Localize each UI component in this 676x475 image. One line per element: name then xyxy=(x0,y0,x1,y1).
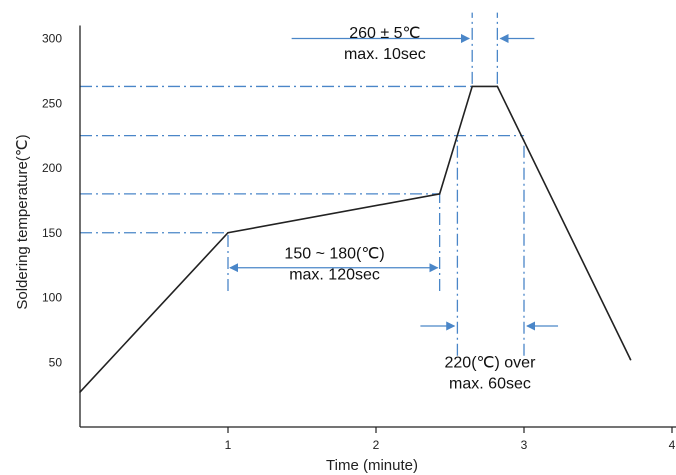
x-axis-label: Time (minute) xyxy=(326,457,418,474)
axes xyxy=(79,25,676,428)
tick-labels: 1 2 3 4 50 100 150 200 250 300 xyxy=(42,32,676,453)
y-tick-label: 50 xyxy=(49,355,63,369)
profile-vertex xyxy=(629,358,632,361)
x-tick-label: 4 xyxy=(669,438,676,452)
x-tick-label: 1 xyxy=(225,438,232,452)
annotation-over220-line: 220(℃) over xyxy=(445,354,537,371)
annotation-preheat-line: 150 ~ 180(℃) xyxy=(284,246,384,263)
dimension-arrows xyxy=(229,33,559,331)
guide-lines xyxy=(80,12,525,356)
annotation-peak-line: max. 10sec xyxy=(344,46,426,63)
profile-vertex xyxy=(471,85,474,88)
y-axis-label: Soldering temperature(℃) xyxy=(14,134,31,309)
y-tick-label: 300 xyxy=(42,32,62,46)
annotation-preheat-line: max. 120sec xyxy=(289,267,380,284)
temperature-profile-line xyxy=(79,85,632,393)
annotations: 260 ± 5℃ max. 10sec 150 ~ 180(℃) max. 120se… xyxy=(284,25,536,393)
profile-vertex xyxy=(227,231,229,234)
annotation-over220-line: max. 60sec xyxy=(449,375,531,392)
x-tick-label: 3 xyxy=(521,438,528,452)
profile-vertex xyxy=(438,193,441,195)
y-tick-label: 150 xyxy=(42,226,62,240)
profile-vertex xyxy=(79,391,81,393)
annotation-peak-line: 260 ± 5℃ xyxy=(349,25,420,42)
x-tick-label: 2 xyxy=(373,438,380,452)
y-tick-label: 100 xyxy=(42,291,62,305)
profile-vertex xyxy=(496,85,499,88)
y-tick-label: 200 xyxy=(42,161,62,175)
plot-area xyxy=(79,85,632,393)
y-tick-label: 250 xyxy=(42,96,62,110)
